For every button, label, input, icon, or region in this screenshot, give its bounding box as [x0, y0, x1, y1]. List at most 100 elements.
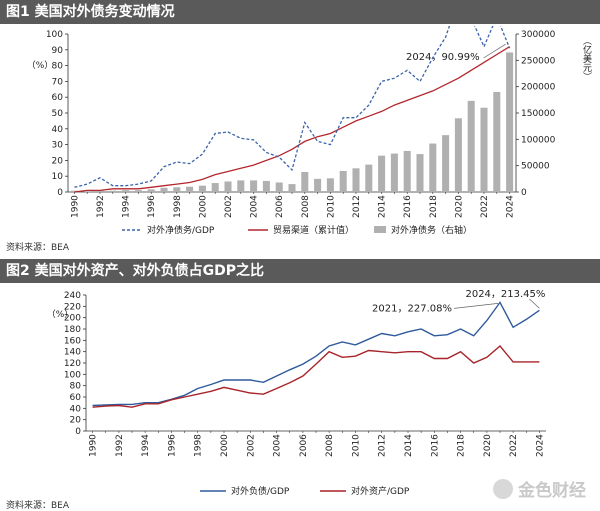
x-tick-label: 1998 [173, 195, 183, 218]
annotation-leader-2021 [453, 303, 499, 309]
figure2-title: 图2 美国对外资产、对外负债占GDP之比 [0, 259, 600, 283]
bar-net-debt [237, 180, 245, 192]
bar-net-debt [301, 171, 309, 192]
bar-net-debt [262, 180, 270, 192]
x-tick-label: 2010 [326, 195, 336, 218]
line-liabilities-gdp [92, 301, 540, 407]
x-tick-label: 2004 [250, 195, 260, 218]
x-tick-label: 2022 [480, 195, 490, 218]
y-tick-label-left: 40 [52, 125, 64, 135]
legend-item-net-debt-gdp: 对外净债务/GDP [122, 223, 214, 236]
bar-net-debt [211, 183, 219, 192]
bar-net-debt [493, 91, 501, 192]
legend-item-net-debt-bar: 对外净债务（右轴） [374, 223, 472, 236]
bar-net-debt [147, 189, 155, 192]
y-tick-label-left: 0 [57, 188, 63, 198]
legend-line-swatch [248, 228, 268, 231]
bar-net-debt [250, 180, 258, 192]
y-tick-label: 80 [70, 382, 82, 392]
legend-bar-swatch [374, 226, 386, 233]
x-tick-label: 2018 [457, 434, 467, 457]
y-tick-label: 220 [64, 302, 81, 312]
bar-net-debt [109, 190, 117, 192]
line-assets-gdp [92, 345, 540, 408]
legend-item-liabilities: 对外负债/GDP [200, 484, 289, 497]
x-tick-label: 1990 [70, 195, 80, 218]
x-tick-label: 2002 [246, 434, 256, 457]
x-tick-label: 2024 [506, 195, 516, 218]
bar-net-debt [352, 168, 360, 192]
annotation-2024: 2024，213.45% [465, 289, 545, 300]
x-tick-label: 1992 [115, 434, 125, 457]
x-tick-label: 2014 [404, 434, 414, 457]
y-tick-label-left: 50 [52, 109, 64, 119]
legend-label: 贸易渠道（累计值） [273, 226, 355, 236]
legend-dashed-swatch [122, 228, 142, 231]
y-tick-label: 20 [70, 416, 82, 426]
x-tick-label: 2006 [299, 434, 309, 457]
y-tick-label: 120 [64, 359, 81, 369]
y-tick-label-right: 0 [521, 188, 527, 198]
x-tick-label: 2022 [509, 434, 519, 457]
x-tick-label: 1996 [167, 434, 177, 457]
x-tick-label: 2008 [301, 195, 311, 218]
x-tick-label: 2020 [454, 195, 464, 218]
legend-label: 对外资产/GDP [351, 487, 410, 497]
y-tick-label-right: 250000 [521, 56, 556, 66]
bar-net-debt [326, 178, 334, 192]
bar-net-debt [339, 170, 347, 192]
line-trade-channel [74, 46, 510, 193]
x-tick-label: 2024 [535, 434, 545, 457]
legend-line-swatch [320, 489, 346, 492]
y-tick-label-left: 70 [52, 77, 64, 87]
annotation-2021: 2021，227.08% [372, 303, 452, 314]
legend-label: 对外负债/GDP [231, 487, 290, 497]
y-tick-label-left: 100 [46, 30, 63, 40]
bar-net-debt [378, 155, 386, 192]
x-tick-label: 1998 [194, 434, 204, 457]
y-tick-label-right: 200000 [521, 83, 556, 93]
y-tick-label: 180 [64, 325, 81, 335]
bar-net-debt [467, 100, 475, 192]
y-tick-label-right: 300000 [521, 30, 556, 40]
bar-net-debt [480, 107, 488, 192]
bar-net-debt [134, 190, 142, 192]
bar-net-debt [173, 187, 181, 192]
y-tick-label: 0 [75, 427, 81, 437]
y-tick-label: 240 [64, 291, 81, 301]
x-tick-label: 2000 [220, 434, 230, 457]
y-tick-label: 40 [70, 404, 82, 414]
x-tick-label: 2010 [351, 434, 361, 457]
x-tick-label: 2002 [224, 195, 234, 218]
x-tick-label: 2004 [273, 434, 283, 457]
y-tick-label: 60 [70, 393, 82, 403]
x-tick-label: 2020 [483, 434, 493, 457]
bar-net-debt [314, 178, 322, 192]
y-tick-label: 160 [64, 336, 81, 346]
bar-net-debt [416, 154, 424, 192]
bar-net-debt [122, 190, 130, 192]
y-axis-unit: （%） [47, 309, 74, 320]
y-tick-label-left: 30 [52, 141, 64, 151]
x-tick-label: 2006 [275, 195, 285, 218]
x-tick-label: 2000 [198, 195, 208, 218]
figure1-title: 图1 美国对外债务变动情况 [0, 0, 600, 24]
y-tick-label-left: 90 [52, 46, 64, 56]
x-tick-label: 2016 [430, 434, 440, 457]
legend-label: 对外净债务/GDP [147, 226, 215, 236]
bar-net-debt [288, 184, 296, 192]
y-tick-label: 140 [64, 348, 81, 358]
bar-net-debt [224, 181, 232, 192]
watermark: 金色财经 [493, 476, 586, 501]
bar-net-debt [429, 143, 437, 192]
y-tick-label-right: 100000 [521, 135, 556, 145]
x-tick-label: 1994 [122, 195, 132, 218]
bar-net-debt [186, 186, 194, 192]
annotation-leader-2024 [529, 298, 540, 309]
bar-net-debt [506, 52, 514, 192]
x-tick-label: 1994 [141, 434, 151, 457]
legend-item-trade-channel: 贸易渠道（累计值） [248, 223, 354, 236]
bar-net-debt [96, 190, 104, 192]
x-tick-label: 2014 [378, 195, 388, 218]
x-tick-label: 1996 [147, 195, 157, 218]
